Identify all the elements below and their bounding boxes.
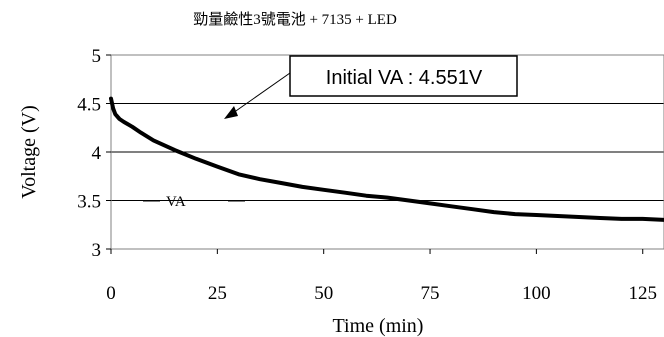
x-tick-label-5: 125 — [628, 283, 657, 304]
x-tick-label-3: 75 — [421, 283, 440, 304]
annotation-text: Initial VA : 4.551V — [326, 67, 483, 89]
x-tick-label-4: 100 — [522, 283, 551, 304]
x-axis-ticks: 0 25 50 75 100 125 — [106, 249, 657, 304]
y-tick-label-1: 3.5 — [77, 192, 101, 213]
y-axis-label: Voltage (V) — [18, 105, 40, 199]
annotation-leader — [232, 72, 291, 114]
y-tick-label-3: 4.5 — [77, 95, 101, 116]
series-line-0 — [109, 96, 664, 222]
x-tick-label-2: 50 — [314, 283, 333, 304]
x-tick-label-0: 0 — [106, 283, 116, 304]
y-tick-label-2: 4 — [92, 143, 102, 164]
series-layer — [109, 96, 664, 222]
annotation-callout: Initial VA : 4.551V — [224, 55, 518, 119]
gridlines — [111, 103, 664, 201]
annotation-box — [289, 55, 518, 97]
y-tick-label-4: 5 — [92, 46, 102, 67]
y-tick-label-0: 3 — [92, 240, 102, 261]
x-tick-label-1: 25 — [208, 283, 227, 304]
y-axis-ticks: 3 3.5 4 4.5 5 — [77, 46, 111, 261]
annotation-arrowhead — [224, 106, 238, 119]
chart-title: 勁量鹼性3號電池 + 7135 + LED — [193, 11, 397, 28]
x-axis-label: Time (min) — [333, 315, 424, 337]
series-label: VA — [166, 194, 186, 210]
